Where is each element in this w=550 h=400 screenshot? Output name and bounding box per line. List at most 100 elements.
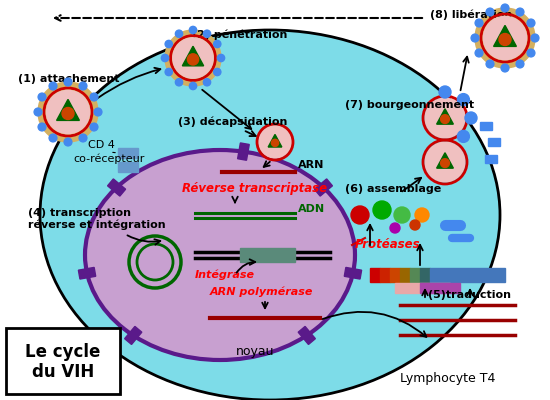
Circle shape xyxy=(90,93,98,101)
Text: (6) assemblage: (6) assemblage xyxy=(345,184,441,194)
Circle shape xyxy=(471,34,479,42)
Bar xyxy=(125,326,142,344)
Bar xyxy=(370,268,380,282)
Circle shape xyxy=(475,19,483,27)
Circle shape xyxy=(475,8,535,68)
Circle shape xyxy=(217,54,224,62)
Polygon shape xyxy=(493,25,516,46)
Circle shape xyxy=(527,19,535,27)
Polygon shape xyxy=(437,153,453,168)
Circle shape xyxy=(34,108,42,116)
Text: ADN: ADN xyxy=(298,204,325,214)
Text: ARN polymérase: ARN polymérase xyxy=(210,286,313,297)
Bar xyxy=(118,148,138,158)
Text: (7) bourgeonnement: (7) bourgeonnement xyxy=(345,100,474,110)
Circle shape xyxy=(64,138,72,146)
Bar xyxy=(240,248,295,262)
Text: ARN: ARN xyxy=(298,160,324,170)
Circle shape xyxy=(390,223,400,233)
Circle shape xyxy=(486,60,494,68)
Circle shape xyxy=(94,108,102,116)
Text: (5)traduction: (5)traduction xyxy=(428,290,511,300)
Text: Lymphocyte T4: Lymphocyte T4 xyxy=(400,372,496,385)
Circle shape xyxy=(189,26,197,34)
Text: noyau: noyau xyxy=(236,345,274,358)
Bar xyxy=(480,122,492,130)
Polygon shape xyxy=(57,99,79,120)
Polygon shape xyxy=(183,46,204,66)
Circle shape xyxy=(458,130,469,142)
Circle shape xyxy=(62,108,74,120)
Circle shape xyxy=(46,90,90,134)
Bar xyxy=(395,283,450,293)
Text: Intégrase: Intégrase xyxy=(195,270,255,280)
Circle shape xyxy=(439,86,451,98)
Ellipse shape xyxy=(40,30,500,400)
Circle shape xyxy=(79,82,87,90)
Circle shape xyxy=(501,4,509,12)
Circle shape xyxy=(516,60,524,68)
Circle shape xyxy=(79,134,87,142)
Circle shape xyxy=(425,142,465,182)
Bar xyxy=(79,268,96,279)
Circle shape xyxy=(165,68,172,76)
Circle shape xyxy=(173,38,213,78)
Text: (1) attachement: (1) attachement xyxy=(18,74,119,84)
Circle shape xyxy=(64,78,72,86)
Bar xyxy=(430,268,505,282)
Bar xyxy=(400,268,410,282)
Circle shape xyxy=(189,82,197,90)
Bar xyxy=(485,155,497,163)
Circle shape xyxy=(175,30,183,37)
Circle shape xyxy=(394,207,410,223)
Bar xyxy=(238,143,249,160)
Circle shape xyxy=(410,220,420,230)
Text: Réverse transcriptase: Réverse transcriptase xyxy=(182,182,327,195)
Circle shape xyxy=(373,201,391,219)
Circle shape xyxy=(499,34,511,46)
Circle shape xyxy=(415,208,429,222)
Circle shape xyxy=(49,82,57,90)
Polygon shape xyxy=(437,109,453,124)
Circle shape xyxy=(188,54,199,65)
Text: co-récepteur: co-récepteur xyxy=(73,154,144,164)
Circle shape xyxy=(465,112,477,124)
Circle shape xyxy=(204,79,211,86)
Text: (3) décapsidation: (3) décapsidation xyxy=(178,116,287,127)
Circle shape xyxy=(213,68,221,76)
Text: CD 4: CD 4 xyxy=(88,140,115,150)
Circle shape xyxy=(483,16,526,60)
Circle shape xyxy=(90,123,98,131)
Bar xyxy=(390,268,400,282)
Bar xyxy=(315,179,332,196)
Circle shape xyxy=(259,126,291,158)
Circle shape xyxy=(165,30,221,86)
Bar xyxy=(420,283,460,293)
Circle shape xyxy=(501,64,509,72)
Circle shape xyxy=(516,8,524,16)
Circle shape xyxy=(165,40,172,48)
Bar xyxy=(118,162,138,172)
Bar xyxy=(380,268,390,282)
Circle shape xyxy=(475,49,483,57)
Circle shape xyxy=(213,40,221,48)
Bar xyxy=(410,268,420,282)
Circle shape xyxy=(271,139,279,146)
Text: (8) libération: (8) libération xyxy=(430,10,512,20)
Ellipse shape xyxy=(85,150,355,360)
FancyBboxPatch shape xyxy=(6,328,120,394)
Circle shape xyxy=(49,134,57,142)
Bar xyxy=(298,326,315,344)
Text: Le cycle
du VIH: Le cycle du VIH xyxy=(25,342,101,382)
Circle shape xyxy=(38,123,46,131)
Bar xyxy=(488,138,500,146)
Circle shape xyxy=(441,159,449,168)
Circle shape xyxy=(527,49,535,57)
Circle shape xyxy=(38,82,98,142)
Circle shape xyxy=(204,30,211,37)
Circle shape xyxy=(441,115,449,124)
Text: Protéases: Protéases xyxy=(355,238,421,251)
Circle shape xyxy=(531,34,539,42)
Circle shape xyxy=(175,79,183,86)
Circle shape xyxy=(486,8,494,16)
